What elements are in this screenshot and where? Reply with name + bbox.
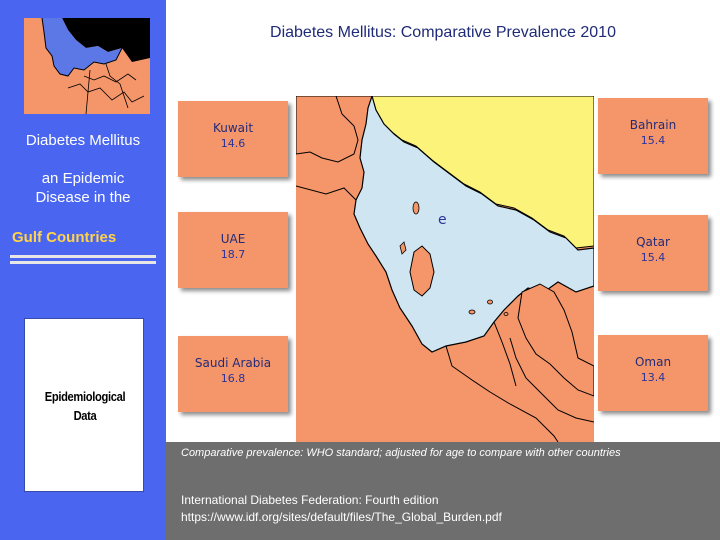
sidebar-heading: Diabetes Mellitus: [25, 132, 141, 149]
country-name: Saudi Arabia: [194, 356, 272, 370]
country-badge-qatar: Qatar 15.4: [598, 215, 708, 291]
map-marker-letter: e: [438, 212, 447, 228]
thumbnail-map-graphic: [24, 18, 150, 114]
source-line1: International Diabetes Federation: Fourt…: [181, 493, 439, 507]
country-badge-oman: Oman 13.4: [598, 335, 708, 411]
country-name: Oman: [634, 355, 672, 369]
prevalence-value: 15.4: [640, 134, 666, 147]
country-name: Kuwait: [212, 121, 254, 135]
country-badge-uae: UAE 18.7: [178, 212, 288, 288]
gulf-thumbnail-map: [24, 18, 150, 114]
footnote-text: Comparative prevalence: WHO standard; ad…: [181, 447, 621, 459]
country-badge-bahrain: Bahrain 15.4: [598, 98, 708, 174]
box-label-line1: Epidemiological: [44, 389, 126, 404]
map-graphic: [295, 93, 595, 443]
sidebar-subtitle-line2: Disease in the: [35, 189, 131, 206]
gulf-region-map: e: [295, 93, 595, 443]
country-badge-kuwait: Kuwait 14.6: [178, 101, 288, 177]
slide-title: Diabetes Mellitus: Comparative Prevalenc…: [270, 24, 616, 41]
sidebar-subtitle-line1: an Epidemic: [41, 170, 125, 187]
prevalence-value: 14.6: [220, 137, 246, 150]
epidemiological-data-box: Epidemiological Data: [24, 318, 144, 492]
sidebar-divider-bottom: [10, 261, 156, 264]
prevalence-value: 15.4: [640, 251, 666, 264]
sidebar-region-label: Gulf Countries: [12, 229, 117, 246]
box-label-line2: Data: [73, 408, 97, 423]
sidebar-panel: Diabetes Mellitus an Epidemic Disease in…: [0, 0, 166, 540]
country-name: Bahrain: [629, 118, 677, 132]
prevalence-value: 16.8: [220, 372, 246, 385]
epidemiological-data-label: Epidemiological Data: [33, 387, 136, 425]
footer-band: [166, 442, 720, 540]
source-citation: International Diabetes Federation: Fourt…: [181, 492, 502, 526]
prevalence-value: 18.7: [220, 248, 246, 261]
prevalence-value: 13.4: [640, 371, 666, 384]
country-badge-saudi-arabia: Saudi Arabia 16.8: [178, 336, 288, 412]
country-name: UAE: [220, 232, 246, 246]
sidebar-divider-top: [10, 255, 156, 258]
source-url: https://www.idf.org/sites/default/files/…: [181, 510, 502, 524]
country-name: Qatar: [636, 235, 670, 249]
